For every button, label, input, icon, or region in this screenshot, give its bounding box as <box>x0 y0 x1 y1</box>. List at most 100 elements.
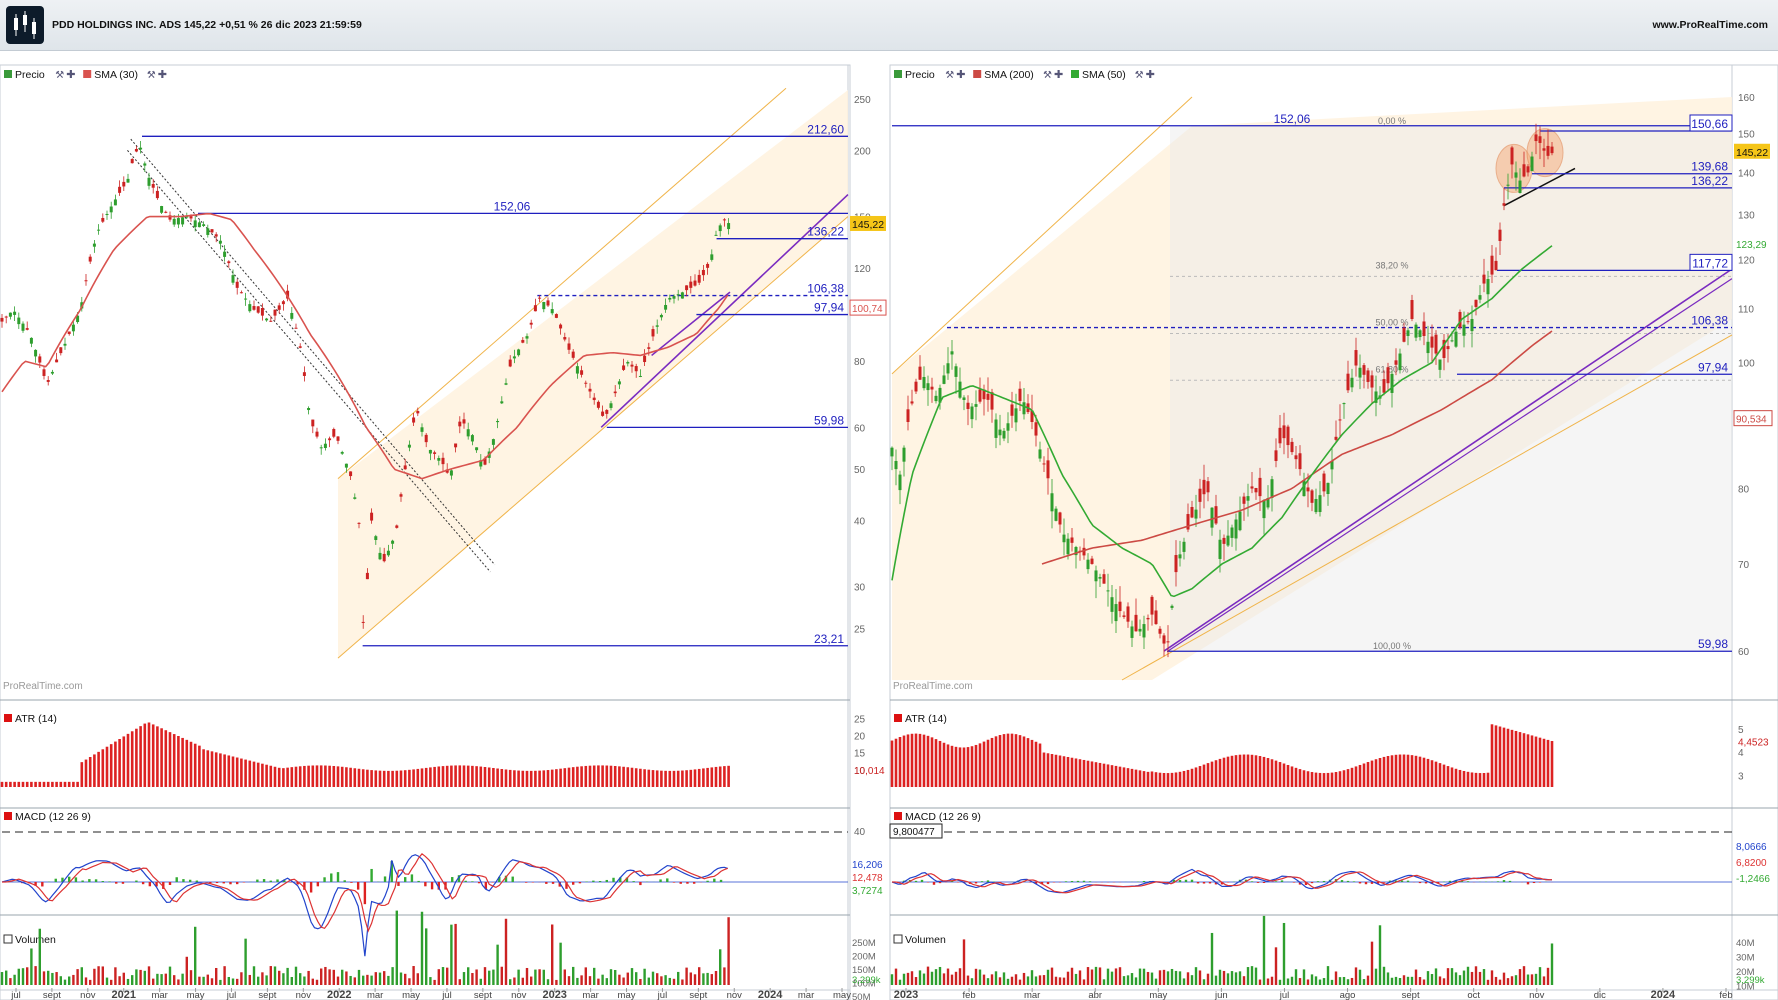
candle <box>252 306 256 310</box>
price-tick: 60 <box>1738 647 1750 658</box>
volume-bar <box>231 978 235 985</box>
volume-tick: 40M <box>1736 938 1755 949</box>
candle <box>1186 514 1190 530</box>
candle <box>399 494 403 497</box>
atr-bar <box>576 766 579 787</box>
candle <box>1374 391 1378 403</box>
atr-bar <box>601 765 604 787</box>
candle <box>626 362 630 364</box>
atr-bar <box>34 781 37 787</box>
atr-bar <box>1222 757 1226 787</box>
volume-bar <box>1206 973 1210 985</box>
volume-bar <box>55 972 58 985</box>
macd-histogram-bar <box>1364 882 1368 885</box>
volume-bar <box>551 924 554 985</box>
sma200-value-tag <box>1733 410 1773 427</box>
atr-bar <box>1354 766 1358 787</box>
atr-bar <box>1374 759 1378 787</box>
volume-bar <box>1198 970 1202 985</box>
atr-bar <box>588 765 592 787</box>
atr-bar <box>634 768 638 787</box>
atr-bar <box>84 759 88 787</box>
macd-histogram-bar <box>34 882 37 886</box>
candle <box>1454 331 1458 347</box>
atr-bar <box>1246 754 1250 787</box>
current-price-label: 145,22 <box>1736 147 1768 159</box>
volume-bar <box>189 970 193 985</box>
atr-bar <box>492 767 495 787</box>
time-tick: 2024 <box>1651 989 1676 1000</box>
atr-bar <box>1550 741 1554 787</box>
volume-bar <box>324 966 327 985</box>
level-label: 97,94 <box>814 301 844 315</box>
volume-bar <box>966 975 970 985</box>
candle <box>517 349 521 356</box>
volume-bar <box>1210 932 1214 985</box>
atr-bar <box>1454 768 1458 787</box>
volume-bar <box>513 977 516 985</box>
atr-bar <box>950 745 954 787</box>
atr-bar <box>462 765 466 787</box>
atr-bar <box>164 730 168 787</box>
atr-bar <box>227 755 231 787</box>
atr-bar <box>689 769 693 787</box>
legend-label: SMA (200) <box>984 69 1034 81</box>
volume-bar <box>328 969 331 985</box>
candle <box>1150 596 1154 615</box>
candle <box>42 369 46 376</box>
volume-bar <box>454 923 457 985</box>
volume-bar <box>164 973 167 985</box>
candle <box>1474 299 1478 307</box>
atr-bar <box>1342 770 1346 787</box>
atr-bar <box>1506 728 1510 787</box>
level-label: 152,06 <box>1274 112 1311 126</box>
candle <box>25 328 29 330</box>
volume-bar <box>1534 973 1538 985</box>
site-link[interactable]: www.ProRealTime.com <box>1652 19 1768 31</box>
volume-bar <box>1042 975 1046 985</box>
atr-bar <box>55 781 58 787</box>
volume-bar <box>1362 979 1366 985</box>
candle <box>97 229 101 231</box>
macd-histogram-bar <box>1382 882 1386 883</box>
atr-bar <box>1266 758 1270 787</box>
volume-bar <box>353 977 356 985</box>
macd-histogram-bar <box>397 882 400 886</box>
atr-bar <box>639 768 642 787</box>
atr-bar <box>1382 756 1386 787</box>
macd-histogram-bar <box>188 879 192 882</box>
sma-50-line <box>891 245 1553 598</box>
charts-canvas[interactable]: 212,60 152,06 136,22 106,38 97,94 59,98 23,21 2… <box>0 50 1778 1000</box>
candle <box>38 356 42 363</box>
volume-bar <box>198 976 201 985</box>
volume-bar <box>1402 975 1406 985</box>
volume-bar <box>1314 976 1318 985</box>
volume-bar <box>299 973 302 985</box>
macd-histogram-bar <box>390 861 393 882</box>
volume-bar <box>223 966 226 985</box>
candle <box>1270 479 1274 498</box>
macd-level-label: 9,800477 <box>893 827 935 838</box>
atr-bar <box>605 765 609 787</box>
candle <box>1342 403 1346 405</box>
macd-histogram-bar <box>1340 880 1344 882</box>
volume-bar <box>471 973 474 985</box>
candle <box>1214 506 1218 524</box>
atr-bar <box>521 770 525 787</box>
volume-bar <box>1346 979 1350 985</box>
atr-bar <box>954 746 958 787</box>
candle <box>1386 367 1390 384</box>
candle <box>298 346 302 348</box>
candle <box>1130 626 1134 638</box>
atr-bar <box>46 781 50 787</box>
time-tick: mar <box>1024 990 1040 1000</box>
volume-bar <box>0 972 4 985</box>
candle <box>181 217 185 225</box>
candle <box>630 364 634 367</box>
wrench-icon: ⚒ <box>55 70 64 81</box>
volume-bar <box>1550 943 1554 985</box>
candlestick-logo-icon <box>6 6 44 44</box>
candle <box>668 297 672 300</box>
volume-bar <box>1102 979 1106 985</box>
candle <box>361 621 365 623</box>
